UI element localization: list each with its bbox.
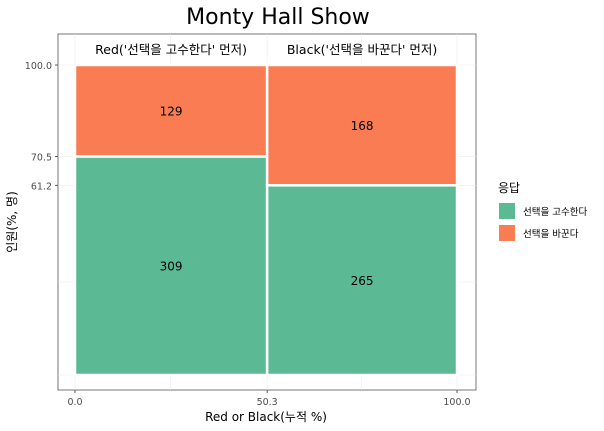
mosaic-tile [73, 155, 269, 377]
x-axis: 0.0 50.3 100.0 [67, 390, 471, 408]
legend-swatch [499, 203, 515, 219]
chart-title: Monty Hall Show [186, 5, 370, 30]
column-label: Black('선택을 바꾼다' 먼저) [287, 42, 437, 57]
y-tick-label: 61.2 [31, 181, 52, 192]
mosaic-tiles: 309 129 265 168 [73, 63, 459, 377]
legend-swatch [499, 225, 515, 241]
x-tick-label: 50.3 [257, 397, 278, 408]
y-axis-label: 인원(%, 명) [5, 191, 19, 253]
mosaic-tile [265, 63, 459, 187]
column-label: Red('선택을 고수한다' 먼저) [95, 42, 247, 57]
legend-title: 응답 [498, 181, 520, 195]
tile-count-label: 309 [160, 260, 183, 274]
legend-label: 선택을 고수한다 [523, 207, 587, 218]
y-tick-label: 70.5 [31, 152, 52, 163]
tile-count-label: 129 [160, 105, 183, 119]
column-labels: Red('선택을 고수한다' 먼저) Black('선택을 바꾼다' 먼저) [95, 42, 437, 57]
x-axis-label: Red or Black(누적 %) [205, 410, 327, 424]
legend-label: 선택을 바꾼다 [523, 229, 579, 240]
x-tick-label: 100.0 [443, 397, 470, 408]
y-tick-label: 100.0 [25, 61, 52, 72]
y-axis: 100.0 70.5 61.2 [25, 61, 58, 192]
tile-count-label: 265 [351, 274, 374, 288]
mosaic-tile [73, 63, 269, 158]
tile-count-label: 168 [351, 119, 374, 133]
x-tick-label: 0.0 [67, 397, 82, 408]
mosaic-tile [265, 184, 459, 377]
